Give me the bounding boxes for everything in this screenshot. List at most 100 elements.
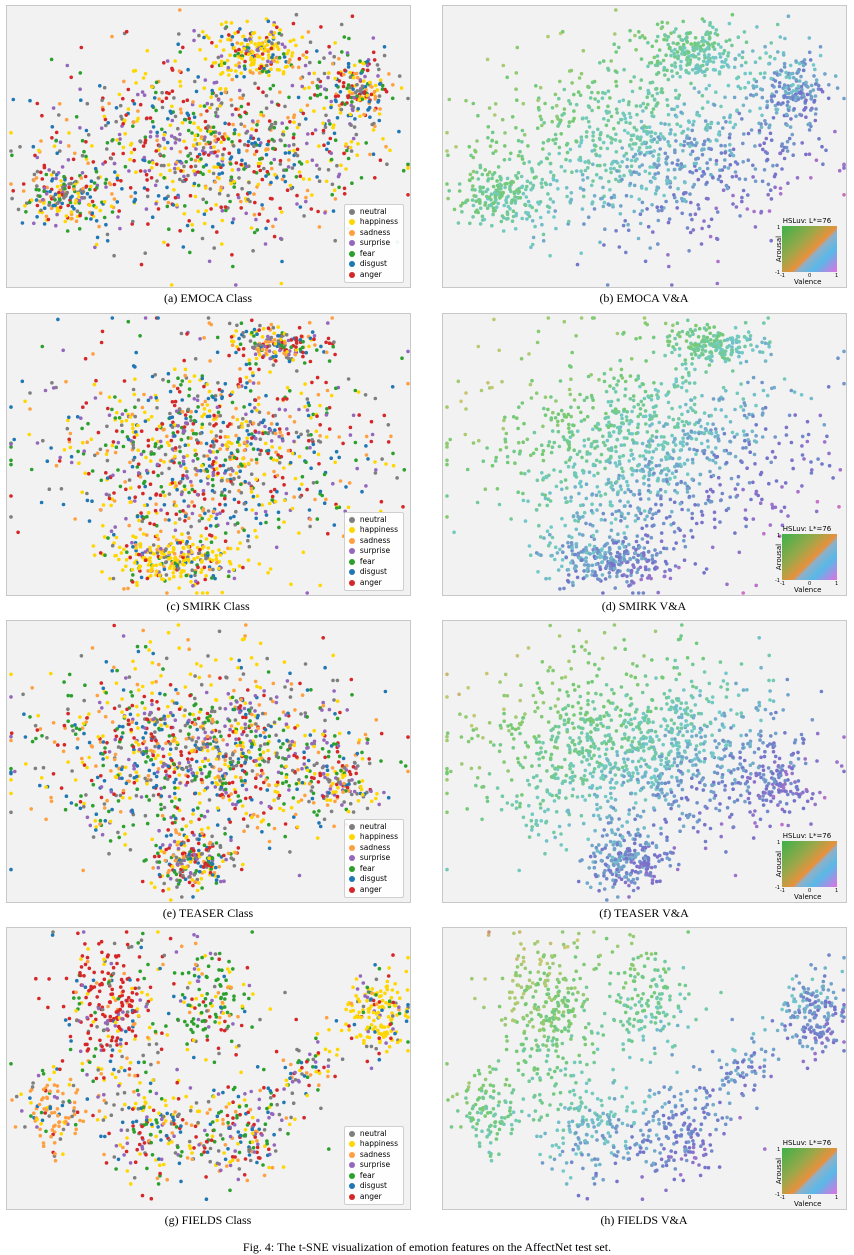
scatter-point (260, 503, 264, 507)
scatter-point (173, 399, 178, 404)
scatter-point (251, 31, 255, 36)
scatter-point (770, 99, 774, 104)
scatter-point (176, 424, 180, 428)
scatter-point (243, 440, 247, 445)
scatter-point (126, 586, 130, 591)
scatter-point (773, 103, 778, 108)
scatter-point (655, 63, 660, 68)
scatter-point (23, 399, 27, 404)
scatter-point (60, 201, 64, 206)
scatter-point (809, 176, 813, 180)
scatter-point (142, 155, 147, 160)
scatter-point (211, 497, 215, 501)
scatter-point (131, 422, 135, 427)
scatter-point (791, 82, 795, 87)
scatter-point (94, 186, 99, 190)
scatter-point (689, 141, 693, 145)
scatter-point (291, 358, 296, 362)
scatter-point (135, 580, 139, 585)
scatter-point (272, 59, 277, 63)
scatter-point (177, 69, 182, 73)
scatter-point (186, 154, 190, 158)
scatter-point (376, 98, 381, 103)
scatter-point (180, 121, 185, 125)
scatter-point (181, 99, 186, 104)
scatter-point (214, 422, 218, 426)
scatter-point (787, 136, 792, 141)
scatter-point (185, 539, 189, 544)
scatter-point (541, 141, 546, 145)
scatter-point (210, 102, 214, 107)
scatter-point (230, 168, 235, 172)
scatter-point (629, 158, 634, 163)
scatter-point (586, 104, 591, 108)
scatter-point (178, 150, 183, 154)
scatter-point (201, 165, 206, 169)
scatter-point (722, 165, 727, 169)
scatter-point (708, 234, 713, 239)
scatter-point (611, 203, 615, 207)
scatter-point (661, 58, 666, 63)
scatter-point (211, 567, 215, 572)
scatter-point (610, 512, 615, 516)
scatter-point (295, 193, 299, 198)
scatter-point (195, 394, 200, 398)
scatter-point (713, 55, 718, 60)
scatter-point (255, 48, 259, 52)
scatter-point (478, 189, 482, 193)
scatter-point (337, 435, 342, 439)
scatter-point (609, 141, 614, 145)
scatter-point (827, 83, 831, 87)
scatter-point (624, 415, 629, 419)
scatter-point (471, 155, 476, 160)
scatter-point (758, 106, 762, 111)
scatter-point (269, 489, 273, 494)
scatter-point (180, 569, 184, 573)
scatter-point (705, 439, 710, 443)
scatter-point (105, 147, 109, 151)
scatter-point (668, 185, 672, 189)
scatter-point (663, 73, 667, 77)
scatter-point (329, 151, 334, 155)
scatter-point (501, 63, 506, 68)
scatter-point (271, 363, 276, 367)
scatter-point (475, 170, 479, 175)
scatter-point (712, 41, 717, 45)
scatter-point (768, 523, 773, 527)
scatter-point (689, 200, 693, 205)
scatter-point (178, 107, 183, 111)
scatter-point (605, 134, 610, 138)
scatter-point (134, 548, 138, 553)
scatter-point (185, 111, 189, 116)
scatter-point (333, 352, 337, 357)
scatter-point (165, 591, 169, 595)
scatter-point (133, 405, 137, 409)
scatter-point (296, 435, 301, 439)
scatter-point (270, 41, 274, 46)
scatter-point (772, 94, 777, 98)
scatter-point (180, 410, 185, 414)
scatter-point (696, 177, 701, 182)
scatter-point (315, 163, 319, 168)
scatter-point (266, 19, 271, 24)
scatter-point (337, 56, 341, 61)
scatter-point (214, 110, 218, 115)
scatter-point (315, 348, 319, 352)
scatter-point (297, 407, 301, 412)
scatter-point (150, 85, 154, 89)
scatter-point (207, 409, 212, 413)
scatter-point (167, 492, 172, 496)
scatter-point (280, 132, 285, 137)
scatter-point (162, 163, 166, 168)
scatter-point (246, 197, 250, 202)
scatter-point (609, 114, 614, 119)
scatter-point (348, 75, 353, 79)
scatter-point (539, 117, 544, 122)
scatter-point (348, 425, 353, 430)
scatter-point (188, 151, 193, 156)
scatter-point (614, 229, 618, 233)
scatter-point (549, 170, 553, 174)
scatter-point (553, 92, 558, 97)
scatter-point (215, 165, 220, 169)
scatter-point (609, 170, 613, 175)
